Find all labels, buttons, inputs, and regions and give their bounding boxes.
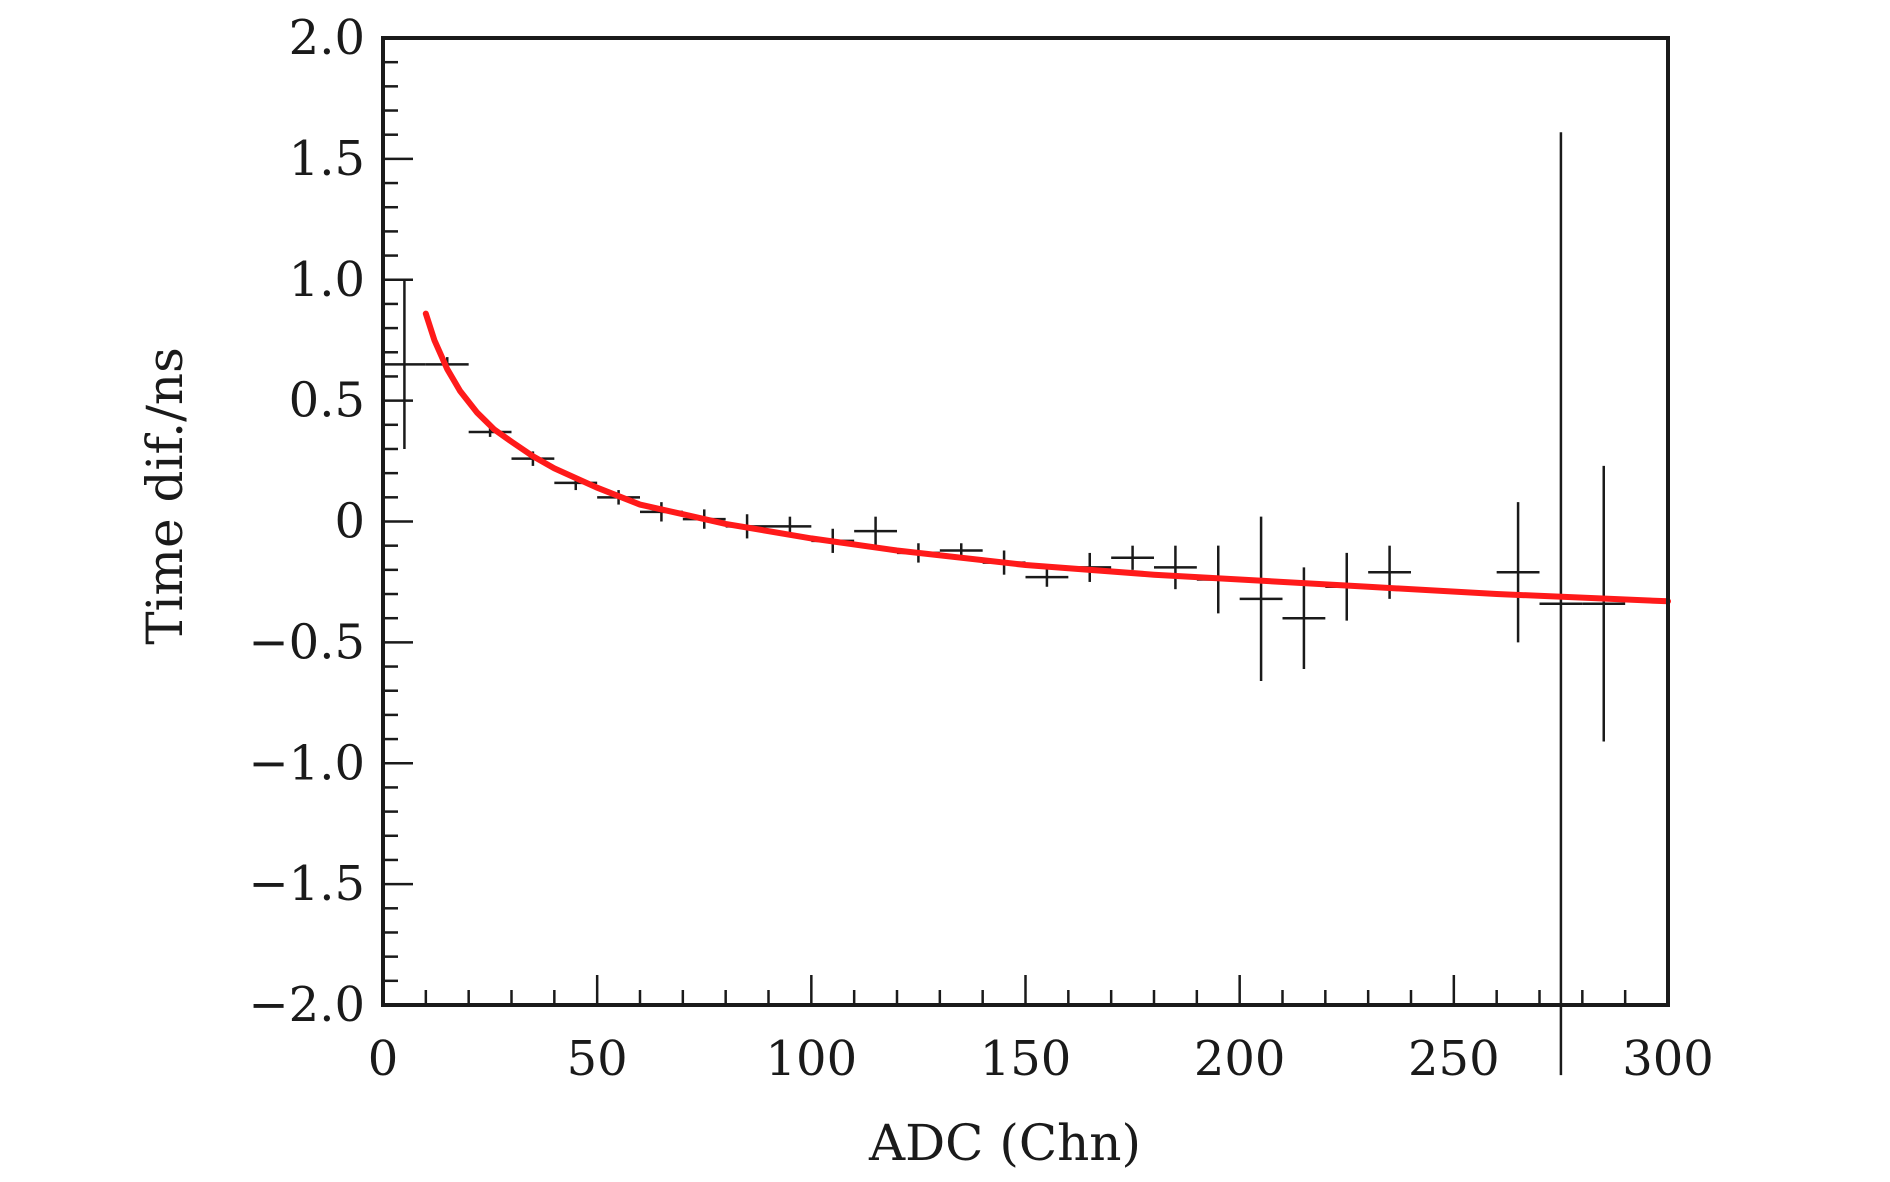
x-tick-label: 100	[766, 1031, 858, 1087]
y-tick-label: 1.0	[289, 252, 365, 308]
data-point	[1496, 502, 1540, 643]
x-tick-label: 300	[1622, 1031, 1714, 1087]
x-tick-label: 0	[368, 1031, 399, 1087]
plot-frame	[381, 36, 1670, 1007]
x-axis-label: ADC (Chn)	[868, 1114, 1141, 1172]
y-tick-label: 0	[334, 494, 365, 550]
fit-curve	[422, 310, 1671, 605]
axis-ticks	[381, 36, 1670, 1007]
data-point	[1582, 465, 1626, 742]
x-tick-labels: 0 50 100 150 200 250 300	[368, 1031, 1714, 1087]
x-tick-label: 50	[567, 1031, 628, 1087]
data-points	[383, 132, 1626, 1076]
y-tick-label: 1.5	[289, 131, 365, 187]
y-axis-label: Time dif./ns	[136, 347, 194, 645]
x-tick-label: 200	[1194, 1031, 1286, 1087]
y-tick-labels: −2.0 −1.5 −1.0 −0.5 0 0.5 1.0 1.5 2.0	[248, 10, 365, 1033]
data-point	[383, 279, 426, 449]
x-tick-label: 150	[980, 1031, 1072, 1087]
x-tick-label: 250	[1408, 1031, 1500, 1087]
y-tick-label: 0.5	[289, 373, 365, 429]
data-point	[854, 516, 897, 546]
data-point	[1154, 545, 1197, 590]
y-tick-label: −1.5	[248, 856, 365, 912]
data-point	[1111, 545, 1154, 570]
data-point	[1239, 516, 1283, 682]
y-tick-label: 2.0	[289, 10, 365, 66]
y-tick-label: −2.0	[248, 977, 365, 1033]
data-point	[1539, 132, 1583, 1076]
y-tick-label: −1.0	[248, 735, 365, 791]
y-tick-label: −0.5	[248, 614, 365, 670]
data-point	[1025, 567, 1069, 587]
